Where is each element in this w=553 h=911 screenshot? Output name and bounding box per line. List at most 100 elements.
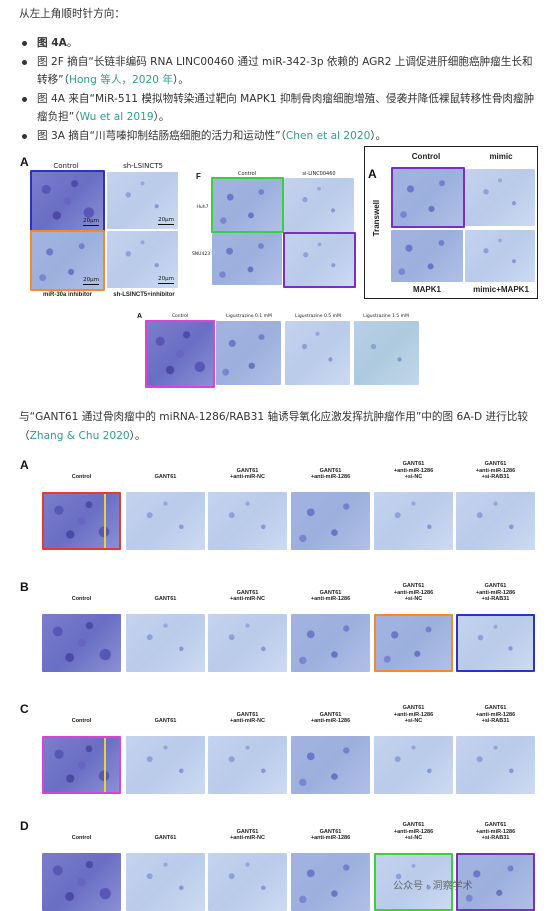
scale-bar — [83, 283, 99, 285]
col-label: sh-LSINCT5 — [123, 162, 163, 170]
panel-letter: A — [137, 313, 143, 320]
micrograph — [208, 492, 287, 550]
micrograph — [354, 321, 419, 385]
compare-text: 与“GANT61 通过骨肉瘤中的 miRNA-1286/RAB31 轴诱导氧化应… — [19, 411, 528, 442]
column-label: GANT61 +anti-miR-1286 — [310, 828, 351, 841]
reference-text: ）。 — [370, 129, 387, 142]
reference-text: 图 4A 来自“MiR-511 模拟物转染通过靶向 MAPK1 抑制骨肉瘤细胞增… — [37, 92, 535, 124]
column-label: GANT61 +anti-miR-NC — [230, 828, 265, 841]
col-label: Ligustrazine 0.1 mM — [226, 314, 272, 319]
reference-item: 图 2F 摘自“长链非编码 RNA LINC00460 通过 miR-342-3… — [19, 53, 539, 90]
panel-letter: A — [368, 167, 377, 181]
panel-letter: F — [196, 172, 201, 181]
column-label: GANT61 +anti-miR-1286 +si-RAB31 — [475, 583, 516, 602]
micrograph — [42, 614, 121, 672]
micrograph — [456, 736, 535, 794]
row-label: Huh7 — [196, 205, 209, 210]
micrograph — [456, 853, 535, 911]
micrograph — [208, 853, 287, 911]
scale-bar — [158, 223, 174, 225]
micrograph — [145, 320, 215, 388]
reference-item: 图 4A。 — [19, 34, 539, 53]
intro-text: 从左上角顺时针方向： — [19, 8, 125, 20]
micrograph — [391, 167, 465, 228]
citation-link[interactable]: Hong 等人，2020 年 — [68, 74, 173, 86]
reference-text: 图 3A 摘自“川芎嗪抑制结肠癌细胞的活力和运动性”（ — [37, 129, 286, 142]
micrograph — [212, 233, 282, 285]
col-label: Control — [171, 314, 189, 319]
column-label: Control — [71, 473, 92, 480]
row-letter: B — [20, 580, 29, 594]
col-label: Control — [237, 171, 257, 177]
citation-link[interactable]: Wu et al 2019 — [79, 111, 154, 123]
side-label: Transwell — [371, 199, 381, 237]
scale-bar — [83, 224, 99, 226]
micrograph — [126, 492, 205, 550]
scale-bar — [158, 282, 174, 284]
column-label: GANT61 +anti-miR-NC — [230, 711, 265, 724]
column-label: GANT61 +anti-miR-1286 +si-RAB31 — [475, 461, 516, 480]
col-label: Ligustrazine 1.5 mM — [363, 314, 409, 319]
reference-text: 图 2F 摘自“长链非编码 RNA LINC00460 通过 miR-342-3… — [37, 55, 533, 87]
citation-link[interactable]: Zhang & Chu 2020 — [29, 430, 130, 442]
col-label: Control — [53, 162, 79, 170]
col-label: si-LINC00460 — [302, 171, 336, 177]
panel-letter: A — [20, 155, 29, 169]
column-label: Control — [71, 595, 92, 602]
column-label: GANT61 +anti-miR-1286 +si-RAB31 — [475, 822, 516, 841]
scale-label: 20μm — [158, 217, 174, 223]
scale-label: 20μm — [83, 277, 99, 283]
row-letter: D — [20, 819, 29, 833]
column-label: GANT61 +anti-miR-1286 +si-NC — [393, 705, 434, 724]
column-label: GANT61 — [154, 595, 177, 602]
scale-label: 20μm — [83, 218, 99, 224]
column-label: GANT61 +anti-miR-1286 +si-RAB31 — [475, 705, 516, 724]
row-label: SNU423 — [191, 252, 211, 257]
figure-right-panel: A Control mimic Transwell MAPK1 mimic+MA… — [364, 146, 538, 299]
citation-link[interactable]: Chen et al 2020 — [285, 129, 371, 142]
micrograph — [42, 736, 121, 794]
highlight-line — [104, 494, 106, 548]
row-letter: A — [20, 458, 29, 472]
micrograph — [126, 614, 205, 672]
micrograph — [291, 614, 370, 672]
micrograph — [465, 230, 535, 282]
scale-label: 20μm — [158, 276, 174, 282]
reference-list: 图 4A。图 2F 摘自“长链非编码 RNA LINC00460 通过 miR-… — [19, 34, 539, 145]
micrograph — [456, 492, 535, 550]
column-label: GANT61 +anti-miR-NC — [230, 467, 265, 480]
micrograph — [208, 614, 287, 672]
micrograph — [374, 614, 453, 672]
micrograph — [283, 232, 356, 288]
micrograph — [291, 492, 370, 550]
highlight-line — [104, 738, 106, 792]
col-label: Ligustrazine 0.5 mM — [295, 314, 341, 319]
micrograph — [284, 178, 354, 232]
column-label: GANT61 +anti-miR-1286 — [310, 467, 351, 480]
micrograph — [216, 321, 281, 385]
watermark: 公众号 · 洞察学术 — [393, 881, 473, 892]
micrograph: 20μm — [107, 172, 178, 229]
reference-text: ）。 — [153, 111, 170, 123]
compare-paragraph: 与“GANT61 通过骨肉瘤中的 miRNA-1286/RAB31 轴诱导氧化应… — [19, 408, 539, 446]
micrograph — [456, 614, 535, 672]
micrograph: 20μm — [30, 170, 105, 232]
column-label: GANT61 +anti-miR-1286 — [310, 711, 351, 724]
col-label: MAPK1 — [412, 285, 441, 294]
micrograph — [391, 230, 463, 282]
row-letter: C — [20, 702, 29, 716]
reference-text: ）。 — [172, 74, 189, 86]
column-label: Control — [71, 717, 92, 724]
micrograph — [291, 853, 370, 911]
col-label: mimic+MAPK1 — [473, 285, 529, 294]
micrograph — [285, 321, 350, 385]
micrograph: 20μm — [107, 231, 178, 288]
col-label: Control — [411, 152, 441, 161]
column-label: GANT61 +anti-miR-1286 +si-NC — [393, 822, 434, 841]
column-label: GANT61 — [154, 834, 177, 841]
micrograph — [208, 736, 287, 794]
micrograph — [211, 177, 284, 233]
row-label: miR-30a inhibitor — [42, 292, 92, 298]
column-label: GANT61 +anti-miR-NC — [230, 589, 265, 602]
reference-text: 。 — [66, 37, 78, 49]
